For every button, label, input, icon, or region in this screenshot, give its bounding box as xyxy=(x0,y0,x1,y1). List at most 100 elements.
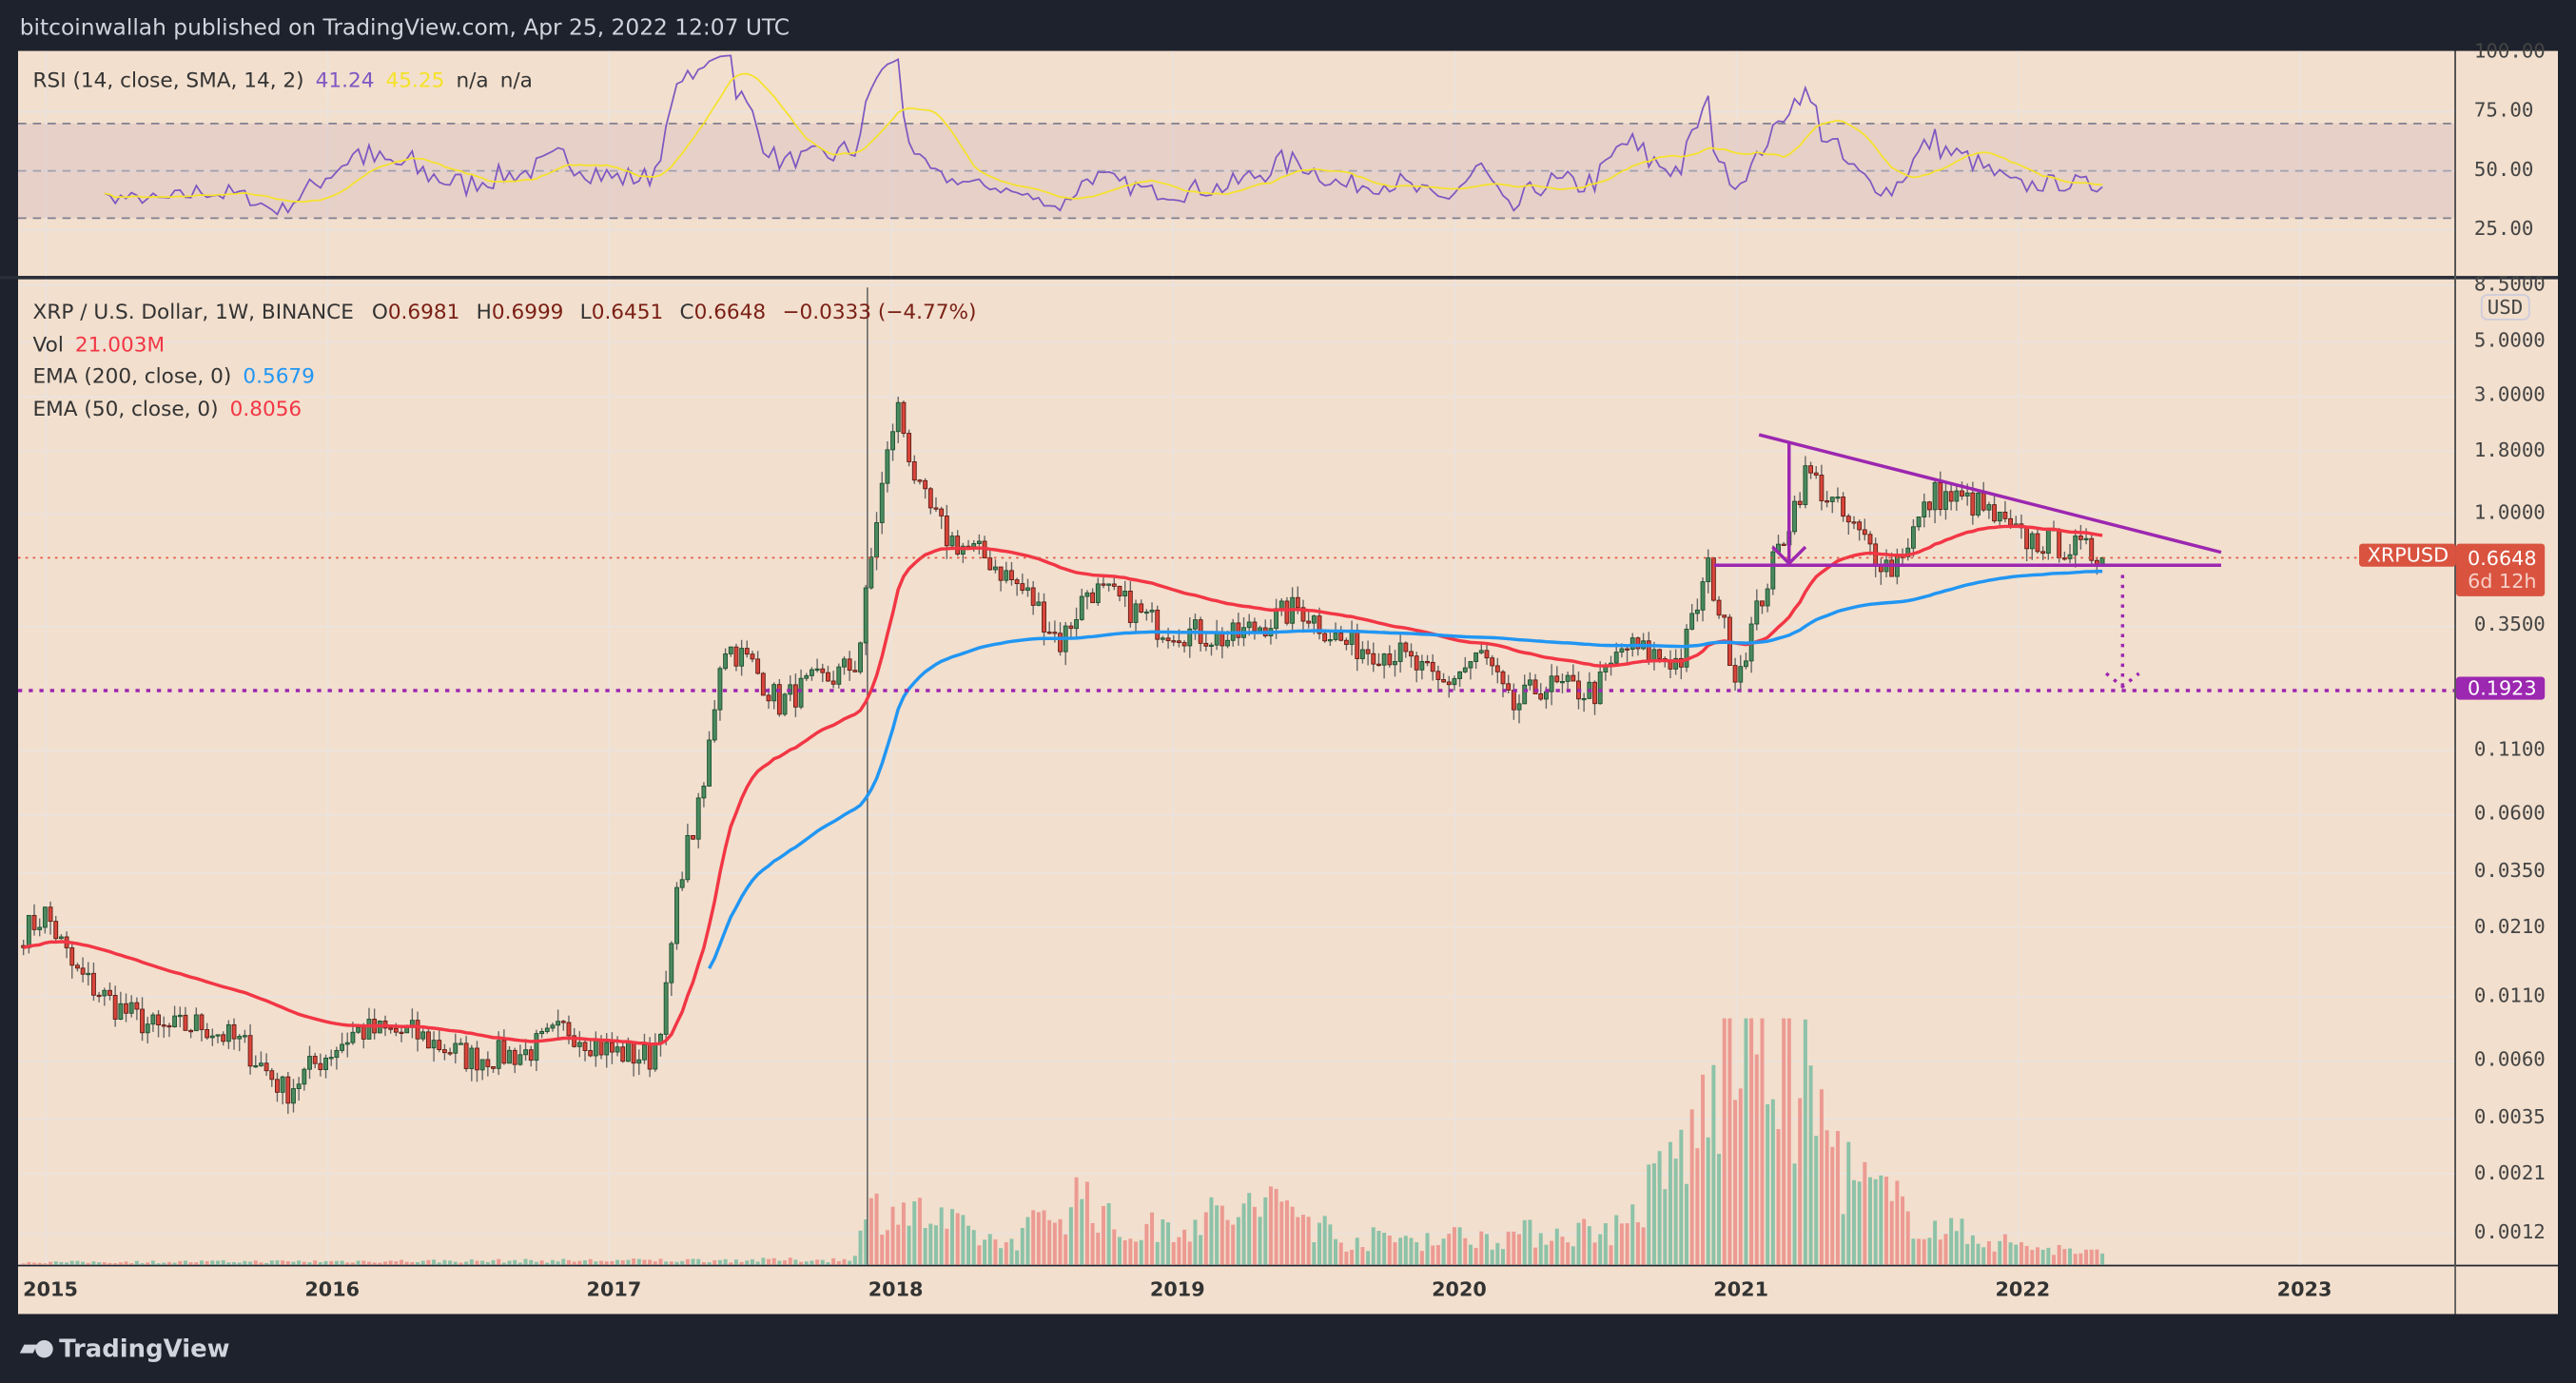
volume-bar xyxy=(491,1259,496,1265)
candle-up xyxy=(1986,504,1992,511)
volume-bar xyxy=(1776,1129,1781,1265)
volume-bar xyxy=(1528,1219,1532,1265)
candle-down xyxy=(766,694,771,702)
volume-bar xyxy=(717,1259,722,1265)
volume-bar xyxy=(664,1261,669,1265)
candle-up xyxy=(1333,633,1338,640)
candle-down xyxy=(2089,537,2095,561)
candle-down xyxy=(199,1014,205,1030)
candle-up xyxy=(259,1062,263,1066)
volume-bar xyxy=(1841,1214,1845,1265)
candle-down xyxy=(1992,504,1997,522)
currency-badge[interactable]: USD xyxy=(2480,294,2530,321)
candle-down xyxy=(285,1076,291,1104)
candle-up xyxy=(1393,661,1397,666)
volume-bar xyxy=(1630,1204,1635,1265)
candle-up xyxy=(1478,650,1484,653)
candle-up xyxy=(2045,529,2051,555)
candle-down xyxy=(247,1035,253,1067)
volume-bar xyxy=(1819,1089,1824,1265)
volume-bar xyxy=(1106,1202,1111,1265)
volume-bar xyxy=(1998,1240,2002,1265)
candle-down xyxy=(1365,649,1371,654)
volume-bar xyxy=(1609,1245,1613,1265)
volume-bar xyxy=(1371,1227,1376,1265)
volume-bar xyxy=(113,1262,118,1265)
volume-bar xyxy=(1495,1242,1500,1265)
price-pane[interactable] xyxy=(17,279,2455,1265)
price-tick-label: 0.1100 xyxy=(2473,736,2546,761)
volume-bar xyxy=(880,1234,885,1265)
volume-bar xyxy=(1150,1212,1155,1265)
time-axis[interactable] xyxy=(17,1266,2559,1315)
time-tick-label: 2019 xyxy=(1149,1277,1205,1301)
tradingview-logo[interactable]: ▰● TradingView xyxy=(20,1334,230,1363)
time-tick-label: 2017 xyxy=(586,1277,642,1301)
volume-bar xyxy=(1263,1197,1268,1265)
candle-up xyxy=(1106,583,1112,586)
candle-down xyxy=(1511,690,1516,711)
candle-up xyxy=(253,1064,259,1068)
volume-bar xyxy=(534,1261,538,1265)
candle-up xyxy=(1193,619,1198,630)
volume-bar xyxy=(2014,1244,2019,1265)
price-tick-label: 8.5000 xyxy=(2473,271,2546,296)
candle-down xyxy=(1625,648,1630,651)
candle-up xyxy=(507,1049,512,1064)
candle-up xyxy=(1074,618,1079,630)
volume-bar xyxy=(1220,1205,1224,1265)
pattern-height-arrow xyxy=(1771,443,1807,566)
candle-down xyxy=(1300,607,1306,622)
time-tick-label: 2020 xyxy=(1432,1277,1487,1301)
rsi-value: 41.24 xyxy=(315,67,375,92)
volume-bar xyxy=(2089,1249,2094,1265)
volume-bar xyxy=(69,1260,74,1265)
candle-down xyxy=(447,1052,453,1055)
volume-bar xyxy=(1835,1131,1840,1265)
candle-up xyxy=(1143,611,1149,614)
candle-down xyxy=(792,684,798,708)
volume-bar xyxy=(1792,1163,1797,1265)
candle-up xyxy=(717,668,723,711)
volume-bar xyxy=(1139,1239,1143,1265)
volume-bar xyxy=(1512,1231,1516,1265)
price-axis[interactable] xyxy=(2455,50,2559,1265)
volume-bar xyxy=(1663,1189,1668,1265)
volume-bar xyxy=(1020,1227,1025,1265)
candle-down xyxy=(1009,570,1014,580)
candle-down xyxy=(112,994,118,1020)
volume-bar xyxy=(21,1263,26,1265)
volume-bar xyxy=(1576,1222,1581,1265)
volume-bar xyxy=(2030,1250,2035,1265)
volume-bar xyxy=(1177,1237,1181,1265)
candle-down xyxy=(69,947,75,966)
candle-down xyxy=(1117,585,1122,597)
volume-bar xyxy=(285,1261,290,1265)
volume-bar xyxy=(216,1260,220,1265)
candle-down xyxy=(1295,596,1300,609)
volume-bar xyxy=(243,1260,247,1265)
volume-bar xyxy=(1338,1242,1343,1265)
volume-bar xyxy=(594,1261,598,1265)
candle-down xyxy=(933,507,939,510)
candle-down xyxy=(1819,475,1825,501)
volume-bar xyxy=(955,1213,960,1265)
candle-up xyxy=(960,545,966,555)
volume-bar xyxy=(345,1262,350,1265)
volume-bar xyxy=(1965,1243,1970,1265)
open-label: O xyxy=(371,299,388,324)
volume-bar xyxy=(1350,1249,1355,1265)
candle-up xyxy=(604,1042,610,1056)
candle-up xyxy=(291,1088,296,1104)
volume-bar xyxy=(400,1259,403,1265)
candle-down xyxy=(393,1027,399,1033)
volume-bar xyxy=(712,1260,717,1265)
volume-bar xyxy=(27,1261,31,1265)
volume-bar xyxy=(1042,1210,1046,1265)
candle-up xyxy=(1160,637,1165,640)
candle-up xyxy=(1278,600,1284,610)
candle-up xyxy=(593,1040,598,1057)
volume-bar xyxy=(172,1262,177,1265)
candle-down xyxy=(776,684,782,715)
